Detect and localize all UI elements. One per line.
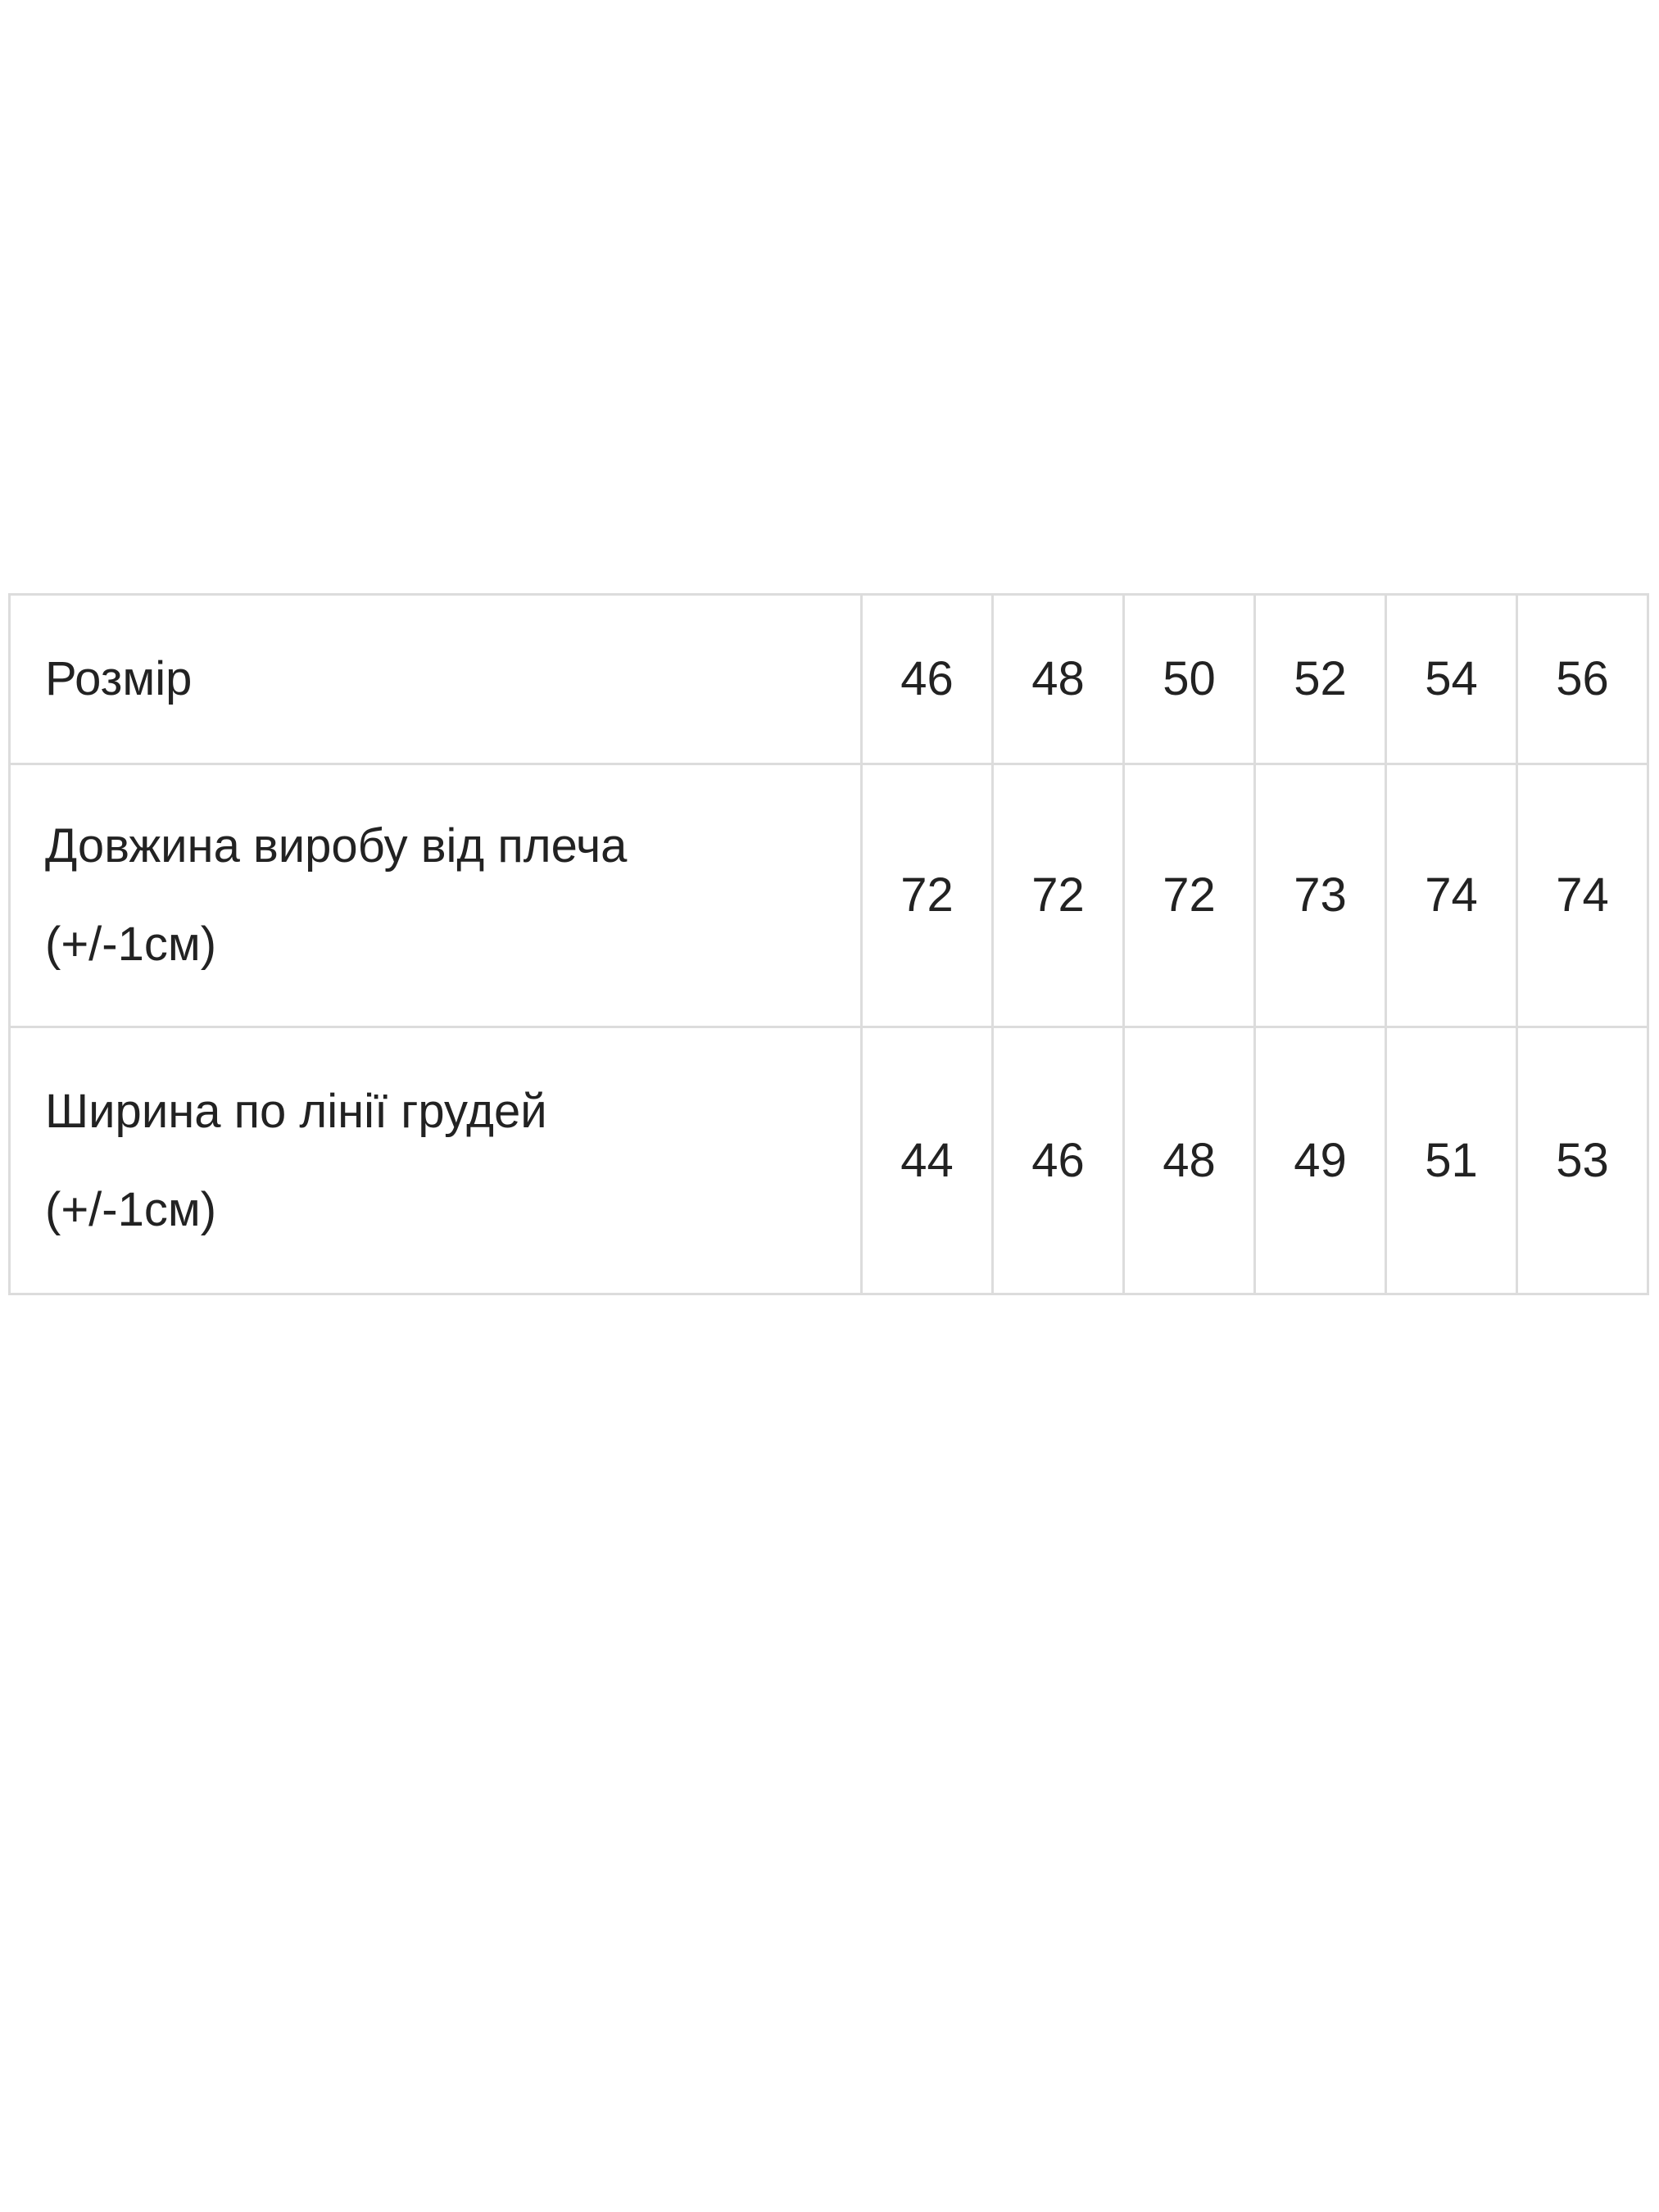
value-cell: 49 (1253, 1026, 1387, 1295)
value-cell: 72 (991, 763, 1125, 1028)
row-label-line2: (+/-1см) (45, 918, 217, 971)
header-label: Розмір (8, 593, 863, 765)
row-label: Довжина виробу від плеча (+/-1см) (8, 763, 863, 1028)
size-chart-table: Розмір 46 48 50 52 54 56 Довжина виробу … (8, 593, 1649, 1295)
value-cell: 73 (1253, 763, 1387, 1028)
value-cell: 53 (1516, 1026, 1649, 1295)
row-label-line2: (+/-1см) (45, 1182, 217, 1236)
size-cell: 50 (1122, 593, 1256, 765)
table-row: Ширина по лінії грудей (+/-1см) 44 46 48… (8, 1026, 1649, 1295)
value-cell: 72 (860, 763, 994, 1028)
size-cell: 54 (1385, 593, 1518, 765)
row-label-line1: Довжина виробу від плеча (45, 819, 628, 873)
size-cell: 46 (860, 593, 994, 765)
table-header-row: Розмір 46 48 50 52 54 56 (8, 593, 1649, 765)
value-cell: 51 (1385, 1026, 1518, 1295)
table-row: Довжина виробу від плеча (+/-1см) 72 72 … (8, 763, 1649, 1028)
row-label: Ширина по лінії грудей (+/-1см) (8, 1026, 863, 1295)
value-cell: 74 (1516, 763, 1649, 1028)
size-cell: 52 (1253, 593, 1387, 765)
size-cell: 56 (1516, 593, 1649, 765)
size-cell: 48 (991, 593, 1125, 765)
row-label-line1: Ширина по лінії грудей (45, 1084, 547, 1138)
value-cell: 44 (860, 1026, 994, 1295)
value-cell: 48 (1122, 1026, 1256, 1295)
value-cell: 74 (1385, 763, 1518, 1028)
value-cell: 46 (991, 1026, 1125, 1295)
value-cell: 72 (1122, 763, 1256, 1028)
